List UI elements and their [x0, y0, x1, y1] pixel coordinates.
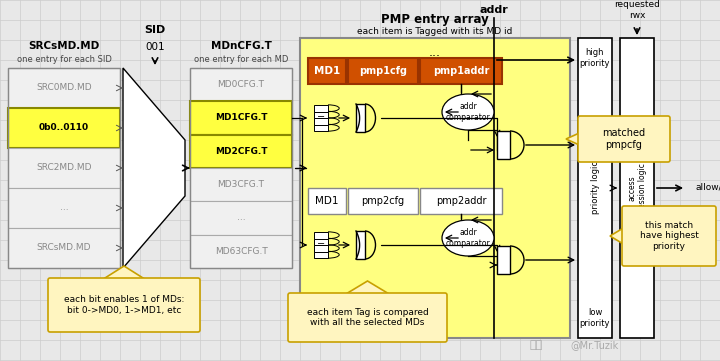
Polygon shape [497, 246, 510, 274]
Text: MD0CFG.T: MD0CFG.T [217, 80, 264, 89]
Polygon shape [356, 231, 365, 259]
Text: requested
rwx: requested rwx [614, 0, 660, 20]
Text: allow/deny: allow/deny [695, 183, 720, 192]
Text: one entry for each SID: one entry for each SID [17, 55, 112, 64]
Polygon shape [314, 239, 328, 245]
Polygon shape [344, 281, 391, 295]
Text: MD2CFG.T: MD2CFG.T [215, 147, 267, 156]
Text: each item Tag is compared
with all the selected MDs: each item Tag is compared with all the s… [307, 308, 428, 327]
Text: access
session logic: access session logic [627, 164, 647, 212]
Text: pmp2cfg: pmp2cfg [361, 196, 405, 206]
Polygon shape [314, 245, 328, 252]
Polygon shape [190, 101, 292, 135]
Text: pmp2addr: pmp2addr [436, 196, 486, 206]
Text: high
priority: high priority [580, 48, 611, 68]
Text: SRC0MD.MD: SRC0MD.MD [36, 83, 92, 92]
Text: ...: ... [60, 204, 68, 213]
Text: ...: ... [237, 213, 246, 222]
FancyBboxPatch shape [622, 206, 716, 266]
Polygon shape [314, 232, 328, 239]
Polygon shape [314, 105, 328, 112]
Text: 0b0..0110: 0b0..0110 [39, 123, 89, 132]
Ellipse shape [442, 94, 494, 130]
Polygon shape [610, 227, 624, 244]
Polygon shape [623, 228, 627, 244]
Polygon shape [8, 188, 120, 228]
Text: MD1: MD1 [315, 196, 338, 206]
Polygon shape [346, 294, 390, 298]
Polygon shape [314, 118, 328, 125]
Ellipse shape [442, 220, 494, 256]
Polygon shape [8, 68, 120, 108]
Text: ...: ... [429, 45, 441, 58]
Text: 001: 001 [145, 42, 165, 52]
Polygon shape [190, 135, 292, 168]
Polygon shape [300, 38, 570, 338]
Polygon shape [190, 168, 292, 201]
Text: addr: addr [480, 5, 508, 15]
Polygon shape [314, 112, 328, 118]
Polygon shape [314, 252, 328, 258]
Polygon shape [356, 104, 365, 132]
Polygon shape [420, 58, 502, 84]
Text: MD3CFG.T: MD3CFG.T [217, 180, 264, 189]
FancyBboxPatch shape [48, 278, 200, 332]
Text: PMP entry array: PMP entry array [381, 13, 489, 26]
Polygon shape [123, 68, 185, 268]
Polygon shape [8, 228, 120, 268]
Text: priority logic: priority logic [590, 161, 600, 214]
Text: matched
pmpcfg: matched pmpcfg [603, 128, 646, 150]
Text: =: = [317, 113, 325, 123]
Text: addr
comparator: addr comparator [446, 228, 490, 248]
Text: low
priority: low priority [580, 308, 611, 328]
Polygon shape [302, 54, 568, 130]
Text: this match
have highest
priority: this match have highest priority [639, 221, 698, 251]
Text: SRCsMD.MD: SRCsMD.MD [28, 41, 99, 51]
Polygon shape [579, 133, 583, 145]
Text: SRCsMD.MD: SRCsMD.MD [37, 244, 91, 252]
Polygon shape [420, 188, 502, 214]
Text: MDnCFG.T: MDnCFG.T [210, 41, 271, 51]
Polygon shape [190, 201, 292, 235]
Polygon shape [620, 38, 654, 338]
Polygon shape [190, 235, 292, 268]
Text: @Mr.Tuzik: @Mr.Tuzik [570, 340, 618, 350]
Text: pmp1addr: pmp1addr [433, 66, 489, 76]
Polygon shape [190, 68, 292, 101]
Polygon shape [308, 188, 346, 214]
Text: MD1CFG.T: MD1CFG.T [215, 113, 267, 122]
Text: one entry for each MD: one entry for each MD [194, 55, 288, 64]
Polygon shape [8, 108, 120, 148]
Polygon shape [348, 188, 418, 214]
Text: SID: SID [145, 25, 166, 35]
Text: =: = [317, 240, 325, 250]
Text: MD63CFG.T: MD63CFG.T [215, 247, 267, 256]
Polygon shape [308, 58, 346, 84]
Polygon shape [102, 266, 146, 280]
FancyBboxPatch shape [578, 116, 670, 162]
FancyBboxPatch shape [288, 293, 447, 342]
Polygon shape [8, 148, 120, 188]
Text: each item is Tagged with its MD id: each item is Tagged with its MD id [357, 26, 513, 35]
Polygon shape [497, 131, 510, 159]
Polygon shape [348, 58, 418, 84]
Text: each bit enables 1 of MDs:
bit 0->MD0, 1->MD1, etc: each bit enables 1 of MDs: bit 0->MD0, 1… [64, 295, 184, 315]
Text: MD1: MD1 [314, 66, 340, 76]
Polygon shape [566, 133, 580, 145]
Polygon shape [314, 125, 328, 131]
Polygon shape [103, 279, 145, 283]
Text: pmp1cfg: pmp1cfg [359, 66, 407, 76]
Text: addr
comparator: addr comparator [446, 102, 490, 122]
Text: SRC2MD.MD: SRC2MD.MD [36, 164, 91, 173]
Text: ...: ... [429, 313, 441, 326]
Polygon shape [578, 38, 612, 338]
Text: 知乎: 知乎 [530, 340, 544, 350]
